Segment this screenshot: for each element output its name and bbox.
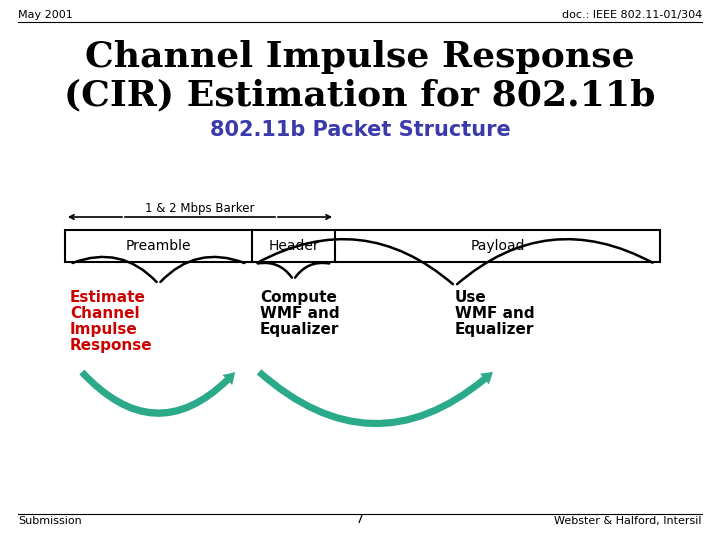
Text: 1 & 2 Mbps Barker: 1 & 2 Mbps Barker — [145, 202, 255, 215]
Bar — [65, 230, 660, 262]
Text: Equalizer: Equalizer — [455, 322, 534, 337]
Text: 7: 7 — [356, 513, 364, 526]
Text: 802.11b Packet Structure: 802.11b Packet Structure — [210, 120, 510, 140]
Text: Webster & Halford, Intersil: Webster & Halford, Intersil — [554, 516, 702, 526]
Text: Submission: Submission — [18, 516, 82, 526]
Text: Preamble: Preamble — [126, 239, 192, 253]
Text: Impulse: Impulse — [70, 322, 138, 337]
Text: WMF and: WMF and — [260, 306, 340, 321]
Text: May 2001: May 2001 — [18, 10, 73, 20]
Text: Header: Header — [268, 239, 319, 253]
Text: Estimate: Estimate — [70, 290, 146, 305]
Text: WMF and: WMF and — [455, 306, 535, 321]
Text: Payload: Payload — [470, 239, 525, 253]
Text: Response: Response — [70, 338, 153, 353]
FancyArrowPatch shape — [79, 370, 235, 417]
Text: Channel: Channel — [70, 306, 140, 321]
Text: Use: Use — [455, 290, 487, 305]
Text: Equalizer: Equalizer — [260, 322, 339, 337]
FancyArrowPatch shape — [257, 369, 493, 427]
Text: (CIR) Estimation for 802.11b: (CIR) Estimation for 802.11b — [64, 78, 656, 112]
Text: Channel Impulse Response: Channel Impulse Response — [85, 40, 635, 74]
Text: doc.: IEEE 802.11-01/304: doc.: IEEE 802.11-01/304 — [562, 10, 702, 20]
Text: Compute: Compute — [260, 290, 337, 305]
